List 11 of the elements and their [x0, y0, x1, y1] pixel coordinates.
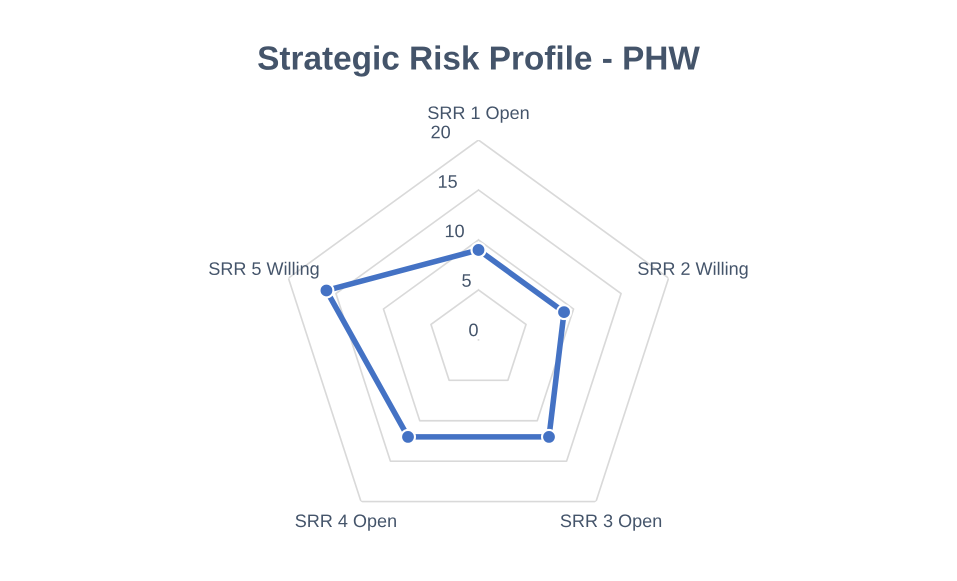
- y-tick-label: 20: [432, 126, 450, 138]
- y-tick-label: 10: [446, 224, 464, 238]
- y-tick-label: 15: [438, 175, 457, 188]
- spoke-label: SRR 1 Open: [428, 106, 529, 123]
- y-tick-label: 0: [469, 324, 478, 336]
- spoke-label: SRR 3 Open: [560, 514, 662, 531]
- spoke-label: SRR 2 Willing: [638, 262, 748, 279]
- spoke-label: SRR 4 Open: [296, 514, 396, 531]
- spoke-label: SRR 5 Willing: [209, 262, 318, 279]
- y-tick-label: 5: [462, 274, 471, 287]
- chart-title: Strategic Risk Profile - PHW: [258, 45, 700, 77]
